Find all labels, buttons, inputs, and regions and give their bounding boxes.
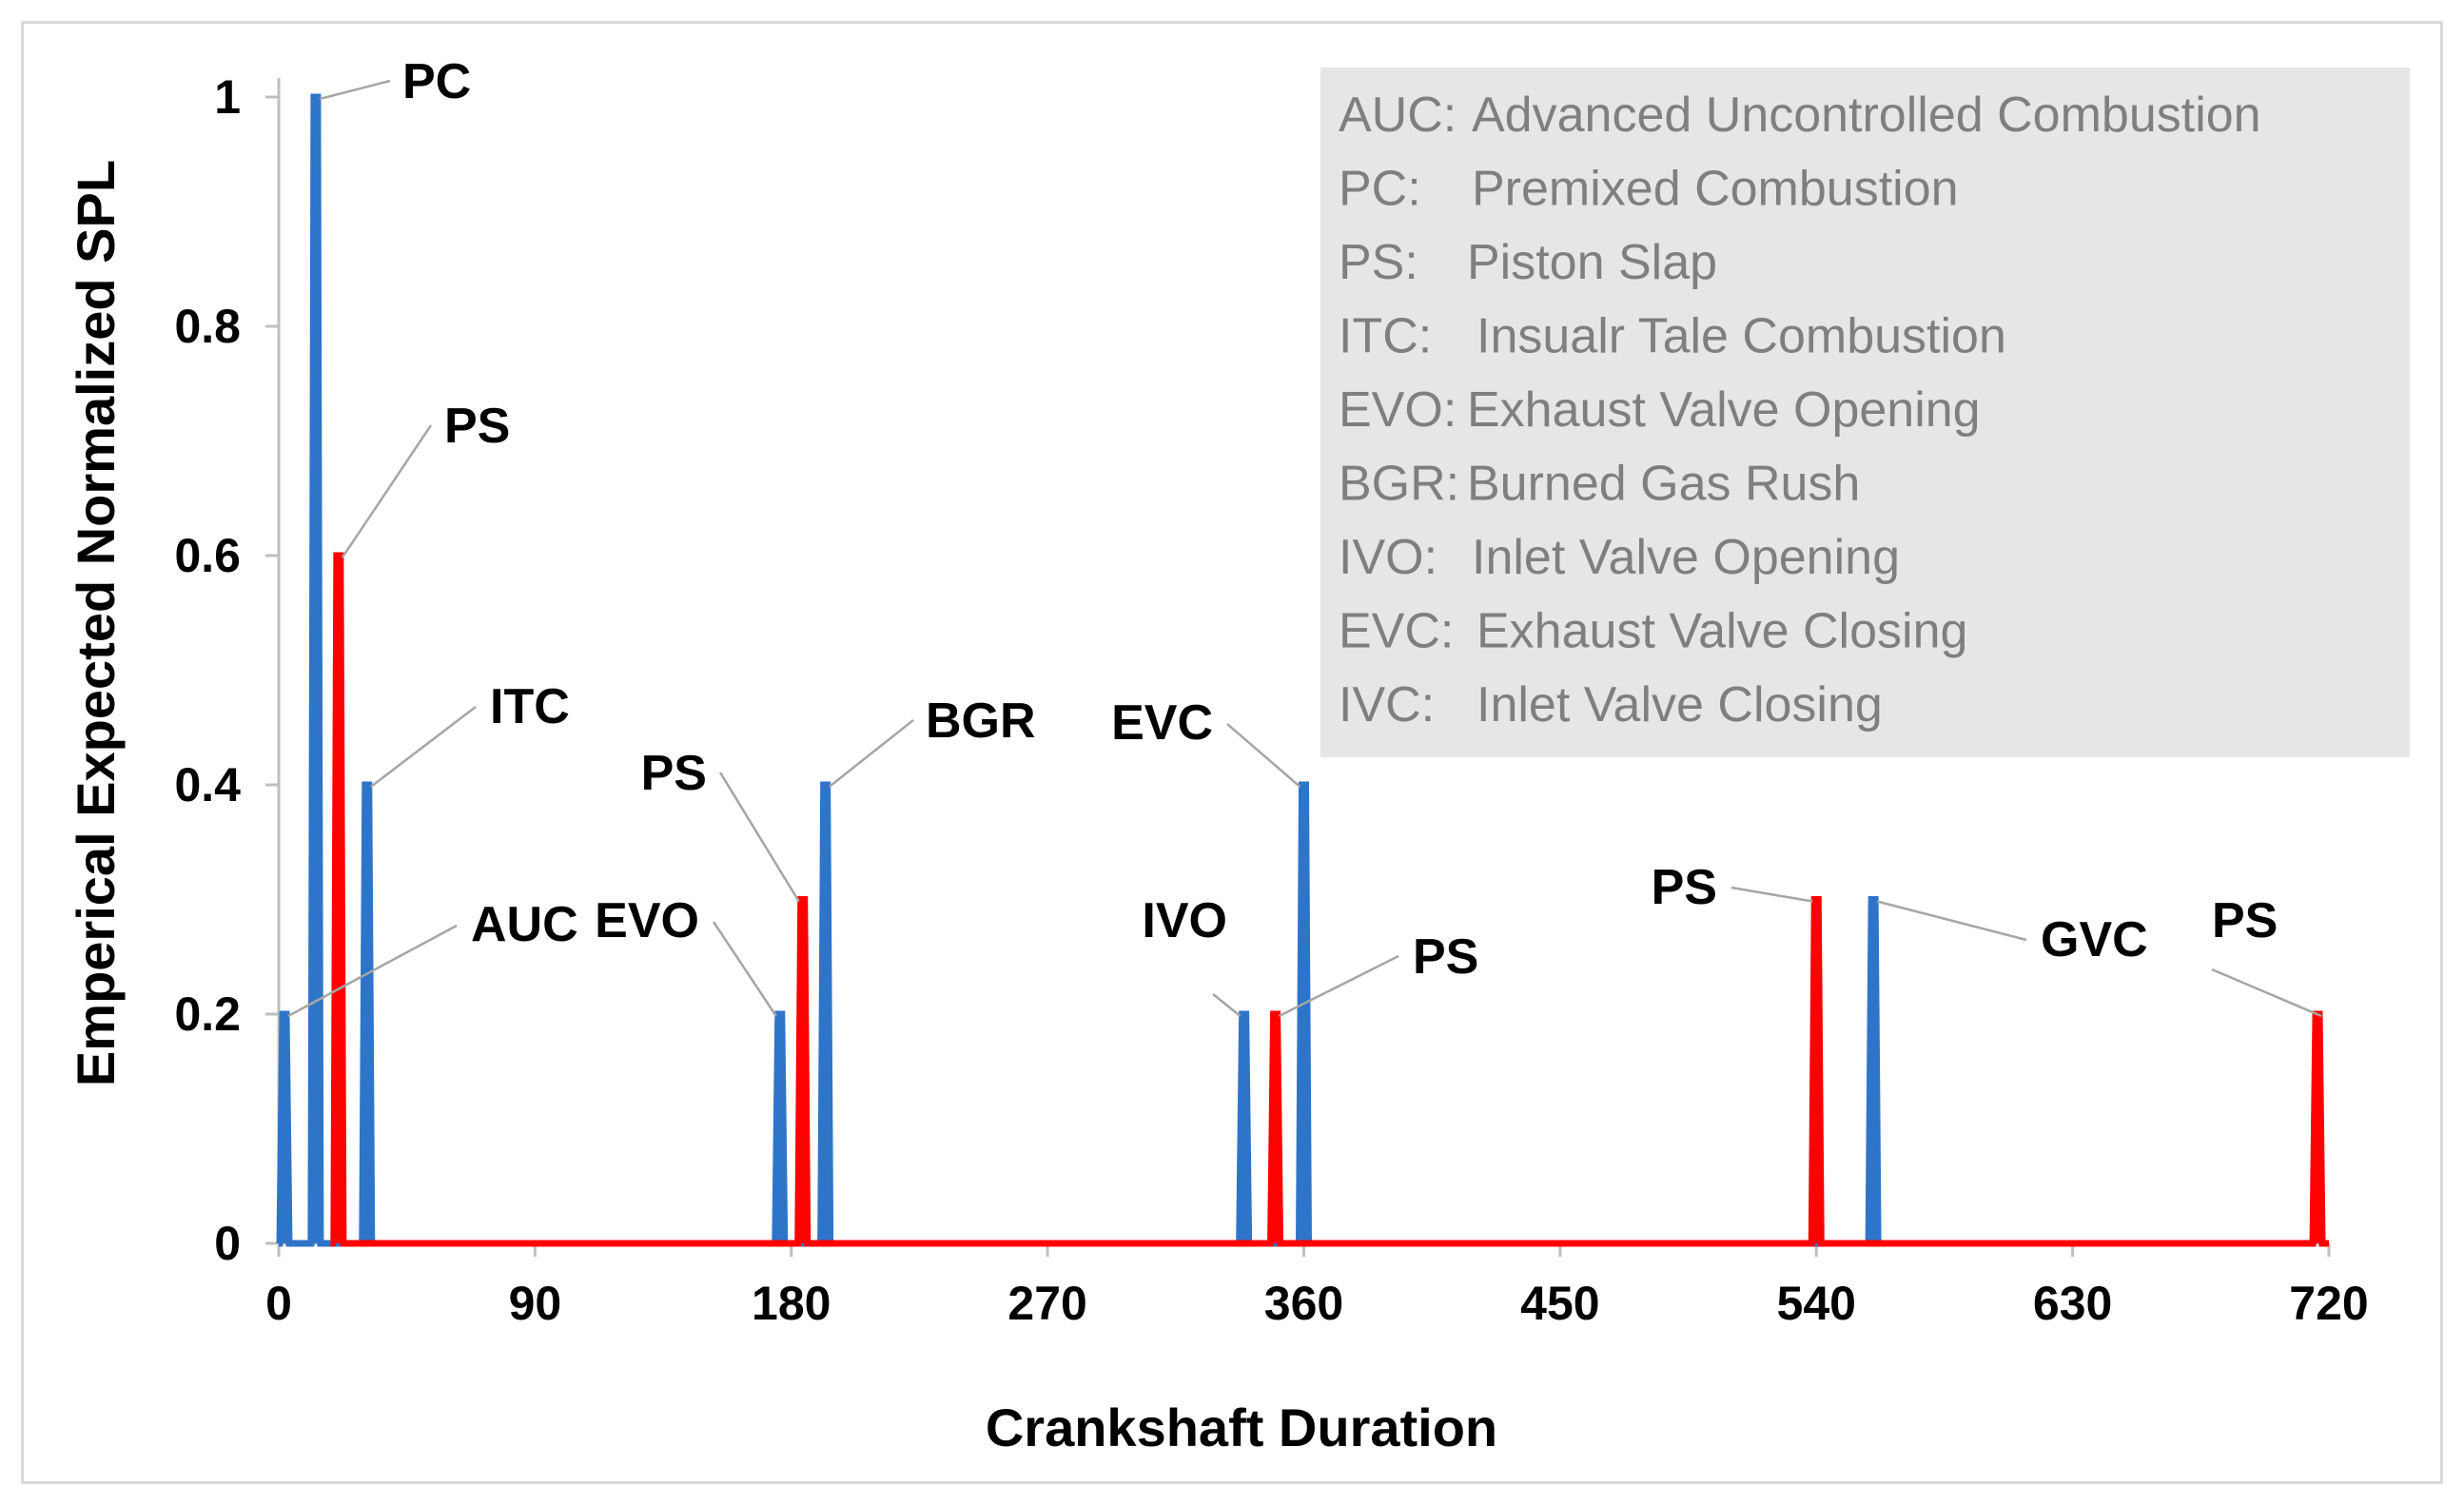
x-tick-label: 270	[1007, 1277, 1086, 1330]
data-label-ps: PS	[641, 746, 707, 801]
y-tick-label: 0	[214, 1217, 241, 1270]
data-label-ps: PS	[2212, 893, 2278, 948]
spike-pc	[310, 97, 321, 1243]
legend-entry-text: Premixed Combustion	[1472, 162, 1959, 217]
x-tick-label: 540	[1777, 1277, 1856, 1330]
x-axis-title: Crankshaft Duration	[986, 1398, 1497, 1457]
spike-bgr	[820, 785, 831, 1243]
leader-line	[1731, 886, 1813, 903]
x-tick-label: 360	[1264, 1277, 1343, 1330]
data-label-ps: PS	[444, 399, 510, 454]
data-label-evo: EVO	[595, 893, 699, 948]
legend-entry-abbr: ITC:	[1339, 309, 1432, 364]
legend-entry-text: Inlet Valve Opening	[1472, 530, 1900, 585]
data-label-ps: PS	[1413, 929, 1478, 985]
spike-ps	[333, 556, 343, 1243]
spike-ps	[2313, 1014, 2323, 1243]
leader-line	[319, 79, 391, 101]
legend-entry-abbr: BGR:	[1339, 457, 1459, 512]
leader-line	[828, 719, 914, 788]
y-tick-label: 1	[214, 70, 241, 124]
legend-box	[1320, 68, 2410, 757]
y-tick-label: 0.2	[174, 987, 241, 1041]
legend-entry-abbr: IVO:	[1339, 530, 1437, 585]
spike-itc	[362, 785, 372, 1243]
chart-svg: 0 0.2 0.4 0.6 0.8 1 0 90 180 270 360 450 540 630 720 A…	[66, 54, 2410, 1457]
spike-evo	[774, 1014, 785, 1243]
legend-entry-text: Piston Slap	[1467, 235, 1717, 290]
data-label-pc: PC	[402, 54, 471, 109]
spike-ps	[797, 899, 808, 1243]
spike-ps	[1811, 899, 1822, 1243]
legend-entry-abbr: PS:	[1339, 235, 1418, 290]
annotations: AUC PC ITC EVO BGR IVO EVC GVC PS PS PS PS PS	[287, 54, 2322, 1018]
spike-evc	[1299, 785, 1309, 1243]
spike-ps	[1270, 1014, 1281, 1243]
data-label-evc: EVC	[1111, 695, 1213, 751]
legend-entry-text: Burned Gas Rush	[1467, 457, 1860, 512]
legend-entry-text: Insualr Tale Combustion	[1476, 309, 2006, 364]
spike-ivo	[1239, 1014, 1249, 1243]
leader-line	[1226, 723, 1301, 788]
axes: 0 0.2 0.4 0.6 0.8 1 0 90 180 270 360 450 540 630 720	[174, 70, 2368, 1330]
x-tick-label: 0	[265, 1277, 292, 1330]
legend-entry-abbr: EVO:	[1339, 382, 1457, 438]
leader-line	[712, 921, 777, 1017]
data-label-auc: AUC	[471, 897, 578, 952]
legend-entry-abbr: IVC:	[1339, 677, 1435, 733]
x-tick-label: 180	[752, 1277, 831, 1330]
x-tick-label: 90	[509, 1277, 562, 1330]
x-tick-label: 720	[2289, 1277, 2368, 1330]
data-label-ps: PS	[1652, 860, 1717, 915]
data-label-ivo: IVO	[1142, 893, 1227, 948]
leader-line	[718, 772, 800, 903]
spike-auc	[279, 1014, 289, 1243]
legend-entry-text: Inlet Valve Closing	[1476, 677, 1883, 733]
x-tick-label: 630	[2033, 1277, 2112, 1330]
leader-line	[341, 424, 433, 558]
y-tick-label: 0.8	[174, 300, 241, 353]
leader-line	[1212, 993, 1242, 1017]
spikes	[276, 93, 2329, 1247]
y-axis-title: Emperical Expected Normalized SPL	[66, 160, 126, 1086]
legend-entry-text: Exhaust Valve Closing	[1476, 604, 1967, 659]
leader-line	[2211, 968, 2322, 1018]
data-label-bgr: BGR	[926, 694, 1036, 749]
leader-line	[370, 706, 477, 788]
spike-gvc	[1868, 899, 1879, 1243]
leader-line	[1876, 900, 2027, 942]
y-tick-label: 0.4	[174, 758, 241, 811]
y-tick-label: 0.6	[174, 529, 241, 582]
legend-entry-text: Advanced Uncontrolled Combustion	[1472, 88, 2261, 143]
data-label-gvc: GVC	[2041, 912, 2148, 968]
legend-entry-text: Exhaust Valve Opening	[1467, 382, 1981, 438]
legend: AUC: Advanced Uncontrolled Combustion PC: P…	[1320, 68, 2410, 757]
legend-entry-abbr: PC:	[1339, 162, 1421, 217]
leader-line	[287, 924, 458, 1018]
leader-line	[1279, 954, 1399, 1018]
legend-entry-abbr: AUC:	[1339, 88, 1457, 143]
legend-entry-abbr: EVC:	[1339, 604, 1454, 659]
x-tick-label: 450	[1520, 1277, 1599, 1330]
chart-frame: 0 0.2 0.4 0.6 0.8 1 0 90 180 270 360 450 540 630 720 A…	[21, 21, 2443, 1484]
data-label-itc: ITC	[490, 679, 570, 734]
